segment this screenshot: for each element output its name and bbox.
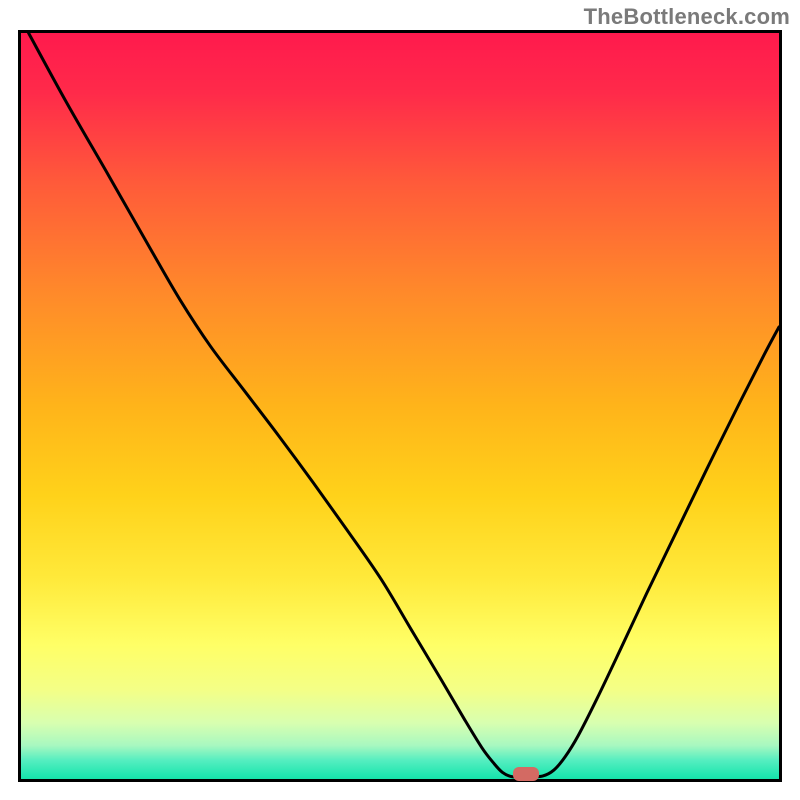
- optimal-marker: [513, 767, 539, 781]
- chart-container: TheBottleneck.com: [0, 0, 800, 800]
- plot-area: [18, 30, 782, 782]
- curve-layer: [21, 33, 779, 779]
- watermark-label: TheBottleneck.com: [584, 4, 790, 30]
- bottleneck-curve: [29, 33, 779, 777]
